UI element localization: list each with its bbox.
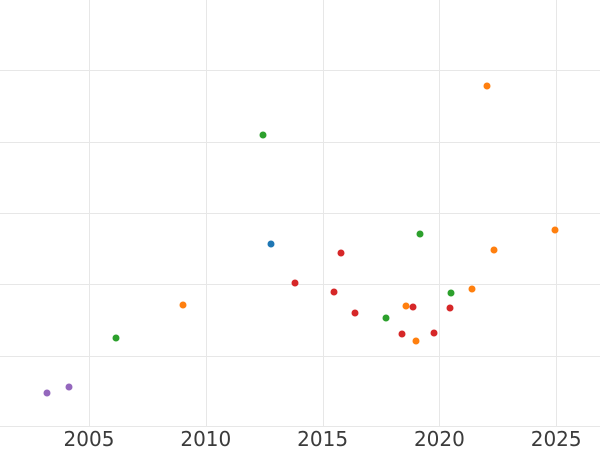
x-tick-label: 2010 bbox=[180, 427, 232, 450]
data-point-orange bbox=[468, 285, 476, 292]
x-tick-label: 2015 bbox=[297, 427, 349, 450]
h-gridline bbox=[0, 426, 600, 427]
data-point-purple bbox=[43, 389, 51, 397]
data-point-red bbox=[430, 329, 438, 337]
data-point-red bbox=[337, 249, 345, 256]
h-gridline bbox=[0, 213, 600, 214]
x-tick-label: 2005 bbox=[63, 427, 115, 450]
h-gridline bbox=[0, 355, 600, 357]
data-point-red bbox=[446, 304, 454, 312]
data-point-green bbox=[447, 289, 455, 296]
data-point-red bbox=[409, 303, 417, 310]
data-point-orange bbox=[412, 337, 420, 345]
data-point-orange bbox=[402, 302, 410, 310]
data-point-red bbox=[291, 279, 299, 287]
data-point-purple bbox=[65, 383, 73, 391]
data-point-orange bbox=[483, 82, 491, 89]
data-point-blue bbox=[267, 240, 275, 248]
h-gridline bbox=[0, 284, 600, 286]
data-point-green bbox=[382, 314, 390, 321]
data-point-red bbox=[398, 330, 406, 338]
x-tick-label: 2025 bbox=[530, 427, 582, 450]
h-gridline bbox=[0, 141, 600, 143]
x-tick-label: 2020 bbox=[413, 427, 465, 450]
data-point-orange bbox=[179, 301, 187, 309]
data-point-green bbox=[112, 334, 120, 342]
data-point-red bbox=[330, 288, 338, 295]
data-point-green bbox=[259, 131, 267, 138]
data-point-orange bbox=[490, 246, 498, 254]
data-point-orange bbox=[551, 226, 559, 233]
h-gridline bbox=[0, 70, 600, 72]
data-point-green bbox=[416, 230, 424, 238]
data-point-red bbox=[351, 309, 359, 316]
